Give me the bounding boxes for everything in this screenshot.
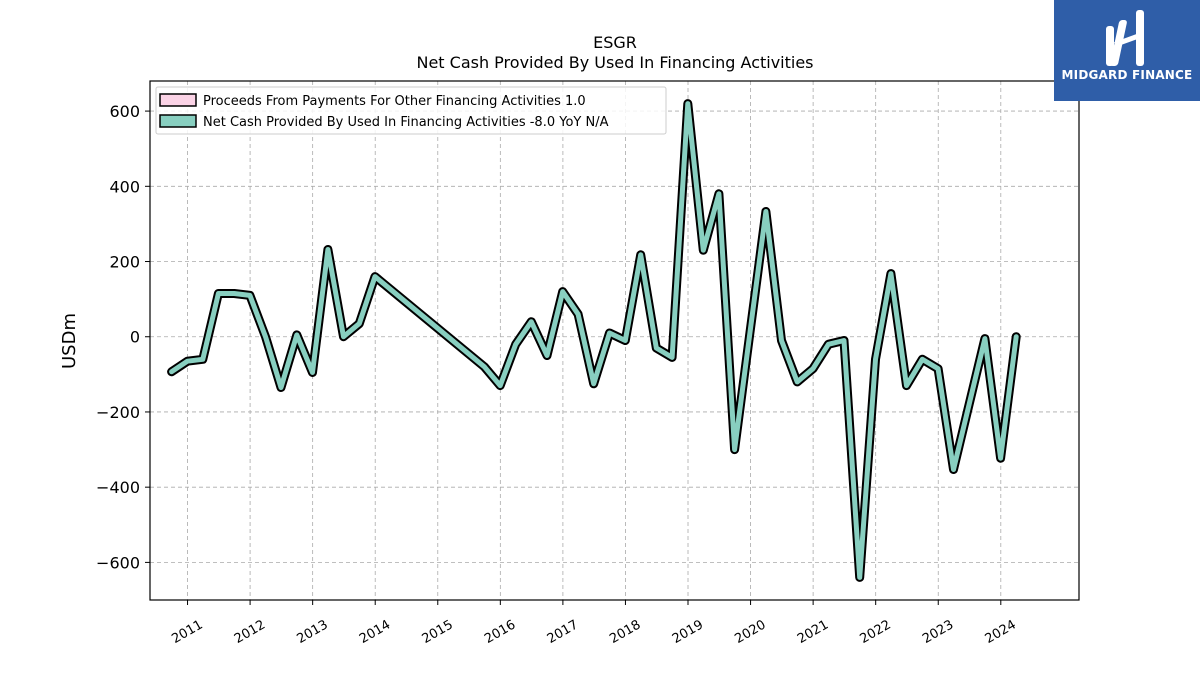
logo-mark-icon — [1106, 10, 1144, 66]
x-tick-label: 2019 — [670, 617, 706, 647]
y-axis: −600 −400 −200 0 200 400 600 — [96, 102, 150, 572]
x-tick-label: 2018 — [607, 617, 643, 647]
y-tick-label: −400 — [96, 478, 140, 497]
logo-text: MIDGARD FINANCE — [1061, 68, 1193, 82]
x-tick-label: 2011 — [169, 617, 205, 647]
x-tick-label: 2013 — [294, 617, 330, 647]
y-tick-label: −200 — [96, 403, 140, 422]
legend-box — [155, 86, 667, 135]
y-tick-label: 400 — [109, 177, 140, 196]
x-tick-label: 2017 — [545, 617, 581, 647]
midgard-finance-logo: MIDGARD FINANCE — [1054, 0, 1200, 101]
legend-label-net-cash: Net Cash Provided By Used In Financing A… — [203, 115, 609, 130]
y-axis-label: USDm — [59, 313, 80, 369]
legend-swatch-net-cash — [159, 114, 197, 128]
x-tick-label: 2021 — [795, 617, 831, 647]
x-tick-label: 2020 — [732, 617, 768, 647]
x-axis: 2011 2012 2013 2014 2015 2016 2017 2018 2019 2020… — [169, 600, 1019, 647]
y-tick-label: 600 — [109, 102, 140, 121]
x-tick-label: 2012 — [232, 617, 268, 647]
legend-swatch-proceeds — [159, 93, 197, 107]
x-tick-label: 2024 — [983, 617, 1019, 647]
y-tick-label: 200 — [109, 253, 140, 272]
x-tick-label: 2014 — [357, 617, 393, 647]
y-tick-label: 0 — [130, 328, 140, 347]
x-tick-label: 2015 — [420, 617, 456, 647]
legend: Proceeds From Payments For Other Financi… — [155, 86, 667, 135]
chart-subtitle: Net Cash Provided By Used In Financing A… — [416, 53, 813, 72]
chart-title: ESGR — [593, 33, 637, 52]
grid-lines — [150, 81, 1079, 600]
plot-area — [149, 80, 1080, 601]
x-tick-label: 2016 — [482, 617, 518, 647]
x-tick-label: 2023 — [920, 617, 956, 647]
series-line — [169, 101, 1019, 580]
legend-label-proceeds: Proceeds From Payments For Other Financi… — [203, 94, 586, 109]
series-layer — [167, 99, 1021, 582]
x-tick-label: 2022 — [858, 617, 894, 647]
y-tick-label: −600 — [96, 553, 140, 572]
